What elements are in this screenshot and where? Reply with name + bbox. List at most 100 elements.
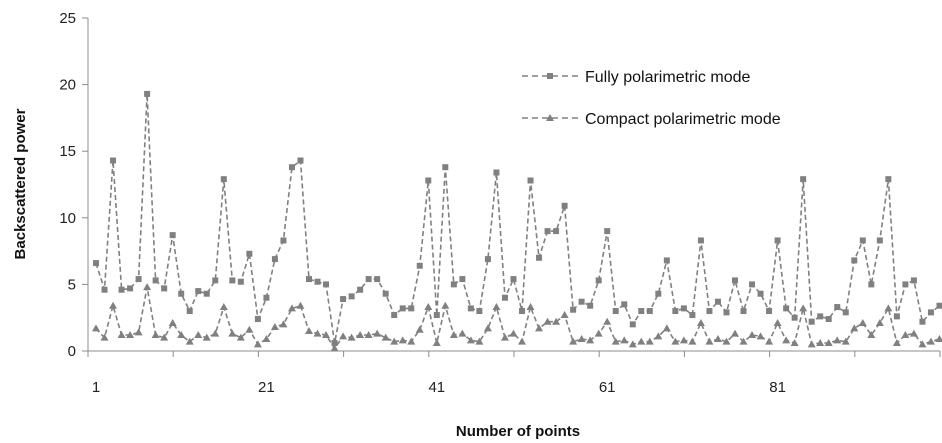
data-point — [672, 308, 679, 315]
x-tick-label: 21 — [258, 379, 275, 396]
data-point — [305, 327, 313, 335]
data-point — [450, 281, 457, 288]
data-point — [202, 333, 211, 341]
data-point — [484, 256, 491, 263]
data-point — [519, 308, 525, 315]
data-point — [390, 337, 399, 345]
x-tick-label: 61 — [599, 379, 616, 396]
data-point — [740, 308, 747, 315]
data-point — [339, 332, 348, 340]
data-point — [757, 290, 764, 297]
x-tick-label: 41 — [428, 379, 445, 396]
y-tick-label: 5 — [68, 276, 76, 293]
data-point — [790, 339, 799, 347]
data-point — [526, 303, 535, 311]
data-point — [766, 308, 773, 315]
data-point — [483, 324, 492, 332]
data-point — [467, 305, 474, 312]
data-point — [697, 237, 704, 244]
data-point — [774, 237, 781, 244]
y-tick-label: 0 — [68, 343, 76, 360]
data-point — [679, 336, 688, 344]
data-point — [476, 308, 483, 315]
x-axis-title: Number of points — [456, 423, 580, 440]
data-point — [527, 177, 534, 184]
x-tick-label: 1 — [92, 379, 100, 396]
data-point — [544, 228, 551, 235]
data-point — [381, 333, 390, 341]
data-point — [475, 337, 484, 345]
data-point — [824, 339, 833, 347]
data-point — [782, 336, 791, 344]
y-tick-label: 25 — [59, 10, 76, 27]
data-point — [834, 304, 841, 311]
data-point — [500, 333, 509, 341]
data-point — [833, 336, 842, 344]
data-point — [535, 324, 544, 332]
data-point — [306, 276, 312, 283]
legend-item-2: Compact polarimetric mode — [522, 111, 781, 128]
data-point — [194, 331, 203, 339]
data-point — [365, 276, 372, 283]
data-point — [723, 309, 730, 316]
data-point — [918, 340, 927, 348]
data-point — [680, 305, 687, 312]
data-point — [160, 333, 169, 341]
data-point — [425, 177, 432, 184]
data-point — [714, 298, 721, 305]
data-point — [875, 319, 884, 327]
data-point — [407, 337, 416, 345]
series-line — [95, 286, 940, 350]
legend-marker — [547, 73, 553, 79]
data-point — [331, 340, 338, 347]
data-point — [561, 202, 568, 209]
data-point — [493, 169, 500, 176]
data-point — [859, 237, 866, 244]
data-point — [791, 314, 798, 321]
data-point — [902, 281, 909, 288]
data-point — [185, 337, 194, 345]
data-point — [577, 335, 586, 343]
data-point — [645, 337, 654, 345]
data-point — [731, 329, 739, 337]
data-point — [271, 256, 278, 263]
data-point — [604, 228, 611, 235]
data-point — [867, 331, 876, 339]
data-point — [340, 296, 347, 303]
data-point — [587, 302, 594, 309]
data-point — [330, 344, 339, 352]
data-point — [722, 337, 731, 345]
data-point — [884, 304, 893, 312]
series-1 — [93, 90, 942, 347]
data-point — [570, 306, 577, 313]
data-point — [858, 319, 867, 327]
data-point — [783, 305, 790, 312]
data-point — [246, 250, 253, 257]
data-point — [851, 257, 858, 264]
data-point — [569, 337, 578, 345]
data-point — [935, 335, 942, 343]
y-ticks: 0 5 10 15 20 25 — [59, 10, 88, 360]
data-point — [118, 286, 125, 293]
data-point — [637, 337, 646, 345]
data-point — [459, 276, 466, 283]
data-point — [373, 329, 382, 337]
data-point — [219, 303, 228, 311]
data-point — [536, 254, 543, 261]
data-point — [927, 309, 934, 316]
data-point — [211, 329, 220, 337]
data-point — [552, 317, 561, 325]
data-point — [177, 331, 186, 339]
data-point — [126, 331, 135, 339]
data-point — [313, 329, 322, 337]
data-point — [151, 331, 160, 339]
data-point — [228, 329, 237, 337]
data-point — [357, 286, 364, 293]
data-point — [296, 301, 305, 309]
data-point — [109, 301, 118, 309]
data-point — [765, 337, 774, 345]
data-point — [433, 312, 440, 319]
data-point — [553, 228, 560, 235]
data-point — [773, 319, 782, 327]
